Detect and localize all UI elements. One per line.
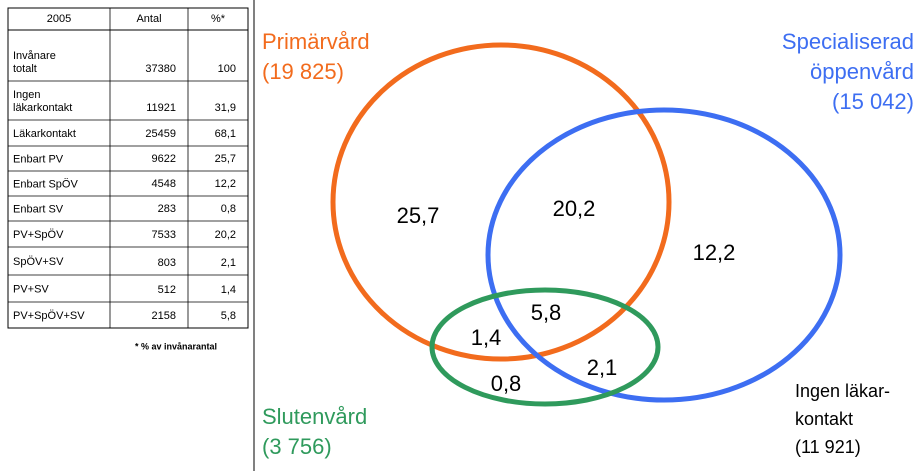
row-label-line: läkarkontakt: [13, 102, 72, 114]
cell: 12,2: [215, 178, 236, 190]
cell: 25,7: [215, 153, 236, 165]
set-label: (15 042): [832, 89, 914, 114]
row-label: Ingen läkarkontakt: [13, 89, 72, 114]
cell: 2,1: [221, 257, 236, 269]
cell: 11921: [146, 102, 176, 114]
set-label: Slutenvård: [262, 404, 367, 429]
region-value: 5,8: [531, 300, 562, 325]
region-value: 20,2: [553, 196, 596, 221]
cell: 37380: [145, 63, 176, 75]
cell: 7533: [152, 229, 176, 241]
region-value: 25,7: [397, 203, 440, 228]
row-label: Läkarkontakt: [13, 128, 76, 140]
cell: 0,8: [221, 203, 236, 215]
set-ellipse: [429, 287, 661, 407]
row-label-line: totalt: [13, 63, 37, 75]
region-value: 0,8: [491, 371, 522, 396]
row-label: PV+SV: [13, 283, 49, 295]
region-value: 2,1: [587, 355, 618, 380]
cell: 5,8: [221, 310, 236, 322]
cell: 1,4: [221, 284, 236, 296]
row-label: PV+SpÖV+SV: [13, 310, 85, 322]
cell: 9622: [152, 153, 176, 165]
row-label: Enbart SpÖV: [13, 178, 78, 190]
cell: 20,2: [215, 229, 236, 241]
header-cell: 2005: [47, 13, 71, 25]
header-cell: %*: [211, 13, 226, 25]
region-value: 1,4: [471, 325, 502, 350]
set-label: (19 825): [262, 59, 344, 84]
set-ellipse: [485, 107, 843, 403]
outside-label: Ingen läkar-: [795, 381, 890, 401]
outside-label: (11 921): [795, 437, 861, 457]
cell: 100: [218, 63, 236, 75]
header-cell: Antal: [136, 13, 161, 25]
set-ellipse: [330, 42, 672, 362]
row-label: Enbart PV: [13, 153, 64, 165]
cell: 31,9: [215, 102, 236, 114]
cell: 68,1: [215, 128, 236, 140]
row-label-line: Invånare: [13, 50, 56, 62]
cell: 25459: [145, 128, 176, 140]
set-label: (3 756): [262, 434, 332, 459]
set-label: öppenvård: [810, 59, 914, 84]
row-label: PV+SpÖV: [13, 229, 64, 241]
cell: 2158: [152, 310, 176, 322]
set-label: Specialiserad: [782, 29, 914, 54]
footnote: * % av invånarantal: [135, 341, 217, 351]
region-value: 12,2: [693, 240, 736, 265]
row-label: Enbart SV: [13, 203, 64, 215]
row-label-line: Ingen: [13, 89, 41, 101]
cell: 512: [158, 284, 176, 296]
row-label: SpÖV+SV: [13, 256, 64, 268]
row-label: Invånare totalt: [13, 50, 56, 75]
cell: 803: [158, 257, 176, 269]
outside-label: kontakt: [795, 409, 853, 429]
cell: 283: [158, 203, 176, 215]
cell: 4548: [152, 178, 176, 190]
set-label: Primärvård: [262, 29, 370, 54]
